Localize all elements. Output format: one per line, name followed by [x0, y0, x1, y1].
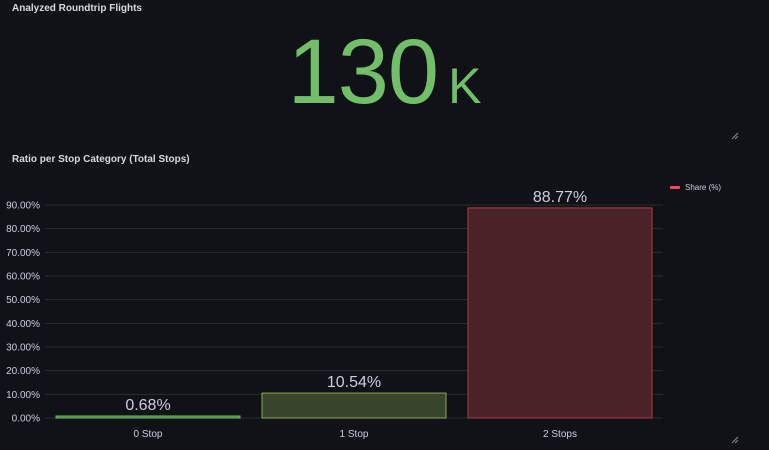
- y-tick-label: 40.00%: [6, 319, 40, 330]
- x-tick-label: 0 Stop: [134, 429, 163, 440]
- bar: [261, 392, 447, 419]
- panel-resize-icon[interactable]: [731, 132, 739, 140]
- bar-chart-panel: Ratio per Stop Category (Total Stops) 0.…: [0, 148, 769, 450]
- y-tick-label: 90.00%: [6, 201, 40, 212]
- stat-panel: Analyzed Roundtrip Flights 130 K: [0, 0, 769, 148]
- y-tick-label: 80.00%: [6, 224, 40, 235]
- bar-panel-title[interactable]: Ratio per Stop Category (Total Stops): [12, 154, 190, 165]
- y-tick-label: 50.00%: [6, 295, 40, 306]
- x-tick-label: 1 Stop: [340, 429, 369, 440]
- y-tick-label: 70.00%: [6, 248, 40, 259]
- stat-number: 130: [287, 21, 439, 123]
- y-tick-label: 10.00%: [6, 390, 40, 401]
- panel-resize-icon[interactable]: [731, 436, 739, 444]
- stat-value: 130 K: [0, 26, 769, 118]
- bar: [467, 207, 653, 419]
- bar-value-label: 88.77%: [533, 189, 587, 206]
- stat-panel-title[interactable]: Analyzed Roundtrip Flights: [12, 3, 142, 14]
- y-tick-label: 30.00%: [6, 343, 40, 354]
- y-tick-label: 60.00%: [6, 272, 40, 283]
- stat-unit: K: [448, 58, 482, 114]
- bar-value-label: 10.54%: [327, 374, 381, 391]
- x-tick-label: 2 Stops: [543, 429, 577, 440]
- bar: [55, 415, 241, 419]
- legend-swatch: [670, 186, 680, 189]
- chart-legend[interactable]: Share (%): [670, 183, 721, 192]
- bar-value-label: 0.68%: [125, 397, 170, 414]
- bar-chart: 0.00% 10.00% 20.00% 30.00% 40.00% 50.00% 60.00…: [6, 189, 663, 440]
- y-tick-label: 20.00%: [6, 366, 40, 377]
- y-tick-label: 0.00%: [12, 414, 40, 425]
- legend-label: Share (%): [685, 183, 722, 192]
